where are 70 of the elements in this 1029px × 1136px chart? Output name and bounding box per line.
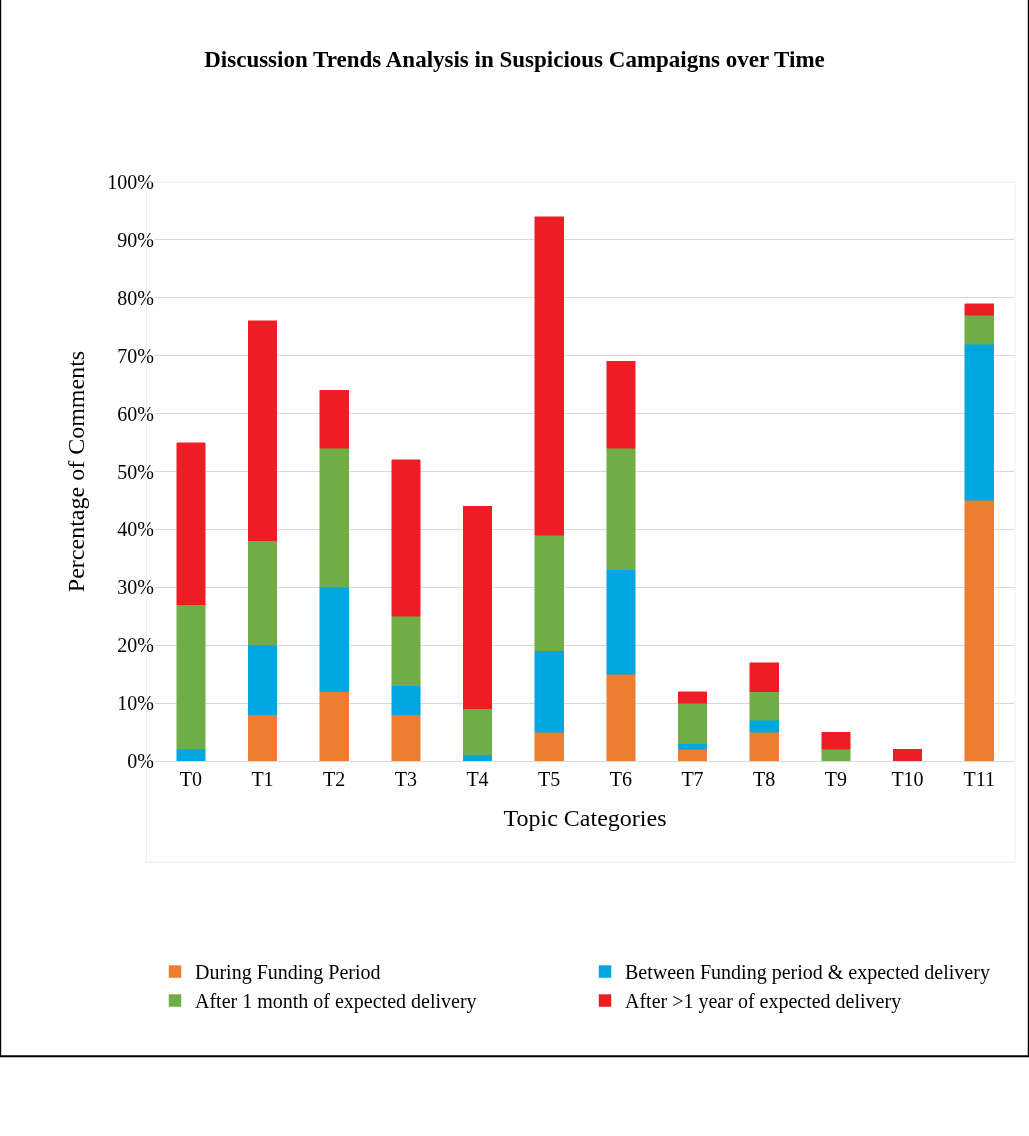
x-tick-label: T10	[891, 768, 924, 790]
bar	[391, 685, 421, 715]
bar	[534, 650, 564, 733]
bar	[319, 390, 349, 449]
x-tick-label: T7	[681, 768, 704, 790]
bar	[749, 691, 779, 721]
y-tick-label: 60%	[117, 402, 154, 425]
y-tick-label: 0%	[127, 750, 154, 772]
bar	[606, 361, 636, 449]
bar	[391, 459, 421, 617]
legend-label: During Funding Period	[195, 961, 381, 985]
chart-title: Discussion Trends Analysis in Suspicious Campaigns over Time	[204, 47, 825, 73]
legend-label: Between Funding period & expected delivery	[625, 961, 990, 985]
y-tick-label: 20%	[117, 634, 154, 657]
bar	[247, 644, 278, 715]
bar	[677, 743, 708, 750]
bar	[462, 708, 493, 756]
bar	[677, 691, 708, 704]
y-axis-title: Percentage of Comments	[63, 350, 90, 593]
bar	[534, 216, 564, 536]
bar	[606, 673, 636, 761]
bar	[964, 343, 994, 501]
bar	[606, 448, 636, 571]
bar	[677, 749, 708, 761]
bar	[247, 714, 278, 761]
x-tick-label: T2	[323, 768, 346, 790]
y-tick-label: 80%	[117, 286, 154, 309]
bar	[749, 731, 779, 761]
y-tick-label: 90%	[117, 228, 154, 251]
x-axis-title: Topic Categories	[503, 805, 667, 832]
bar	[319, 448, 349, 588]
x-tick-label: T11	[963, 768, 995, 790]
bar	[462, 505, 493, 710]
legend-label: After >1 year of expected delivery	[625, 990, 902, 1014]
bar	[319, 691, 349, 761]
bar	[391, 616, 421, 686]
bar	[176, 604, 206, 750]
bar	[749, 662, 779, 692]
bar	[821, 749, 851, 761]
x-tick-label: T6	[609, 768, 632, 790]
bar	[176, 442, 206, 605]
y-tick-label: 50%	[117, 460, 154, 483]
bar	[821, 731, 851, 750]
y-tick-label: 40%	[117, 518, 154, 541]
y-tick-label: 10%	[117, 692, 154, 715]
bar	[391, 714, 421, 761]
bar	[749, 720, 779, 733]
x-tick-label: T1	[251, 768, 274, 790]
x-tick-label: T9	[824, 768, 847, 790]
bar	[964, 314, 994, 345]
y-tick-label: 100%	[107, 171, 154, 193]
x-tick-label: T4	[466, 768, 489, 790]
x-tick-label: T3	[394, 768, 417, 790]
x-tick-label: T8	[753, 768, 776, 790]
legend-label: After 1 month of expected delivery	[195, 990, 477, 1014]
x-tick-label: T0	[179, 768, 202, 790]
bar	[247, 540, 278, 646]
bar	[534, 534, 564, 652]
bar	[964, 303, 994, 316]
y-tick-label: 30%	[117, 576, 154, 599]
bar	[892, 749, 923, 761]
bar	[319, 587, 349, 692]
y-tick-label: 70%	[117, 344, 154, 367]
bar	[534, 731, 564, 761]
bar	[964, 500, 994, 761]
bar	[247, 320, 278, 542]
bar	[606, 569, 636, 675]
x-tick-label: T5	[538, 768, 561, 790]
bar	[677, 702, 708, 744]
bar	[176, 749, 206, 761]
